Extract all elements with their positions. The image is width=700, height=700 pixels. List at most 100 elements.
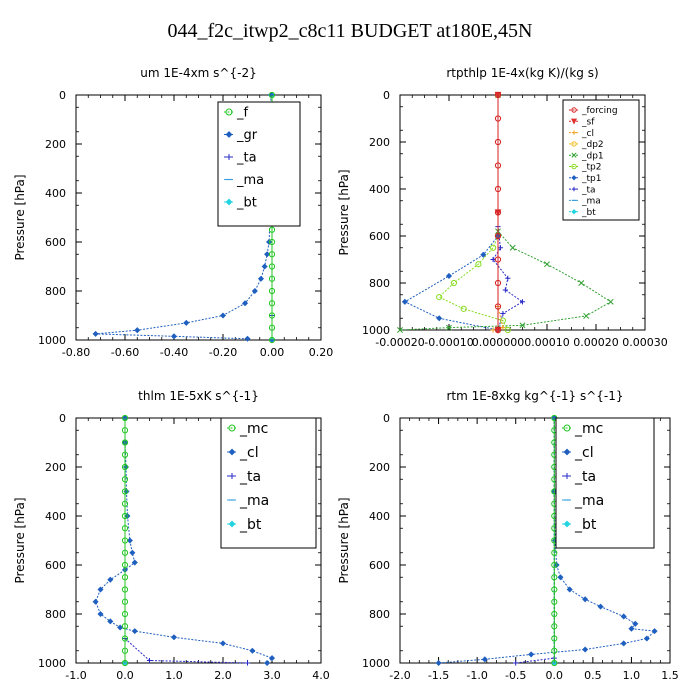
data-point xyxy=(121,537,129,544)
data-point xyxy=(494,138,502,146)
legend-marker xyxy=(571,163,577,170)
y-tick-label: 200 xyxy=(45,138,66,151)
data-point xyxy=(582,596,589,603)
legend-marker xyxy=(563,448,571,456)
data-point xyxy=(97,610,104,618)
data-point xyxy=(121,439,129,446)
series-cl xyxy=(435,414,658,667)
data-point xyxy=(121,414,129,422)
data-point xyxy=(121,635,129,642)
x-tick-label: 0.0 xyxy=(116,669,134,682)
x-tick-label: 3.0 xyxy=(263,669,281,682)
data-point xyxy=(244,660,251,666)
data-point xyxy=(117,624,124,631)
data-point xyxy=(445,272,453,279)
legend-label: _tp2 xyxy=(581,163,601,173)
series-line xyxy=(403,95,499,331)
y-tick-label: 0 xyxy=(59,412,66,425)
data-point xyxy=(519,322,526,329)
legend: _f _gr _ta _ma _bt xyxy=(217,101,301,227)
legend-label: _ta xyxy=(574,469,596,485)
legend: _mc _cl _ta _ma _bt xyxy=(555,417,655,549)
data-point xyxy=(268,287,276,295)
data-point xyxy=(582,646,589,653)
data-point xyxy=(268,251,276,258)
legend-marker xyxy=(571,141,577,147)
data-point xyxy=(92,598,99,605)
data-point xyxy=(170,634,178,641)
data-point xyxy=(436,315,443,322)
legend-label: _gr xyxy=(236,128,258,143)
data-point xyxy=(551,647,558,654)
data-point xyxy=(494,326,502,334)
data-point xyxy=(261,263,268,270)
data-point xyxy=(494,256,502,263)
legend-marker xyxy=(571,130,577,135)
data-point xyxy=(632,620,639,627)
data-point xyxy=(475,261,482,268)
data-point xyxy=(528,651,535,658)
plot-title: thlm 1E-5xK s^{-1} xyxy=(138,389,259,403)
data-point xyxy=(500,310,506,317)
data-point xyxy=(435,659,442,667)
y-tick-label: 400 xyxy=(369,510,390,523)
data-point xyxy=(264,659,271,667)
data-point xyxy=(268,91,276,99)
x-tick-label: 1.5 xyxy=(661,669,679,682)
data-point xyxy=(242,300,249,307)
data-point xyxy=(481,656,488,663)
y-tick-label: 600 xyxy=(45,559,66,572)
legend-marker xyxy=(229,473,235,479)
data-point xyxy=(519,299,526,305)
y-tick-label: 600 xyxy=(369,559,390,572)
x-tick-label: 4.0 xyxy=(312,669,330,682)
legend-label: _ta xyxy=(239,469,261,485)
data-point xyxy=(121,451,129,458)
legend-marker xyxy=(571,186,577,192)
legend-marker xyxy=(570,118,578,125)
x-tick-label: -0.5 xyxy=(505,669,526,682)
x-tick-label: 0.0 xyxy=(546,669,564,682)
legend-label: _bt xyxy=(236,196,257,211)
data-point xyxy=(499,317,506,324)
data-point xyxy=(494,91,502,99)
data-point xyxy=(121,427,129,434)
data-point xyxy=(494,209,502,216)
data-point xyxy=(121,610,129,618)
legend-box xyxy=(217,101,301,227)
data-point xyxy=(446,324,452,331)
y-tick-label: 0 xyxy=(383,412,390,425)
data-point xyxy=(121,598,129,605)
y-tick-label: 1000 xyxy=(362,324,390,337)
series-tp1 xyxy=(401,91,502,334)
data-point xyxy=(490,256,496,263)
chart-panel-4: rtm 1E-8xkg kg^{-1} s^{-1} Pressure [hPa]… xyxy=(337,389,679,682)
data-point xyxy=(107,576,114,583)
x-tick-label: 1.0 xyxy=(623,669,641,682)
x-tick-label: -0.20 xyxy=(209,346,237,359)
data-point xyxy=(121,525,129,532)
data-point xyxy=(183,319,190,326)
x-tick-label: -0.80 xyxy=(62,346,90,359)
y-tick-label: 200 xyxy=(369,136,390,149)
plot-title: um 1E-4xm s^{-2} xyxy=(140,66,256,80)
data-point xyxy=(121,463,129,471)
data-point xyxy=(251,287,258,295)
legend-marker xyxy=(228,520,236,528)
legend-label: _cl xyxy=(239,445,259,461)
data-point xyxy=(597,603,604,610)
data-point xyxy=(146,657,153,664)
y-tick-label: 600 xyxy=(45,236,66,249)
data-point xyxy=(268,238,276,246)
y-axis-label: Pressure [hPa] xyxy=(337,169,351,255)
data-point xyxy=(268,275,276,282)
data-point xyxy=(121,623,129,630)
legend-label: _ta xyxy=(581,185,596,195)
data-point xyxy=(551,598,558,605)
x-tick-label: -0.00010 xyxy=(424,336,473,349)
data-point xyxy=(583,312,590,319)
plot-title: rtpthlp 1E-4x(kg K)/(kg s) xyxy=(446,66,598,80)
y-tick-label: 800 xyxy=(45,285,66,298)
legend-label: _sf xyxy=(581,117,595,127)
data-point xyxy=(490,327,496,333)
